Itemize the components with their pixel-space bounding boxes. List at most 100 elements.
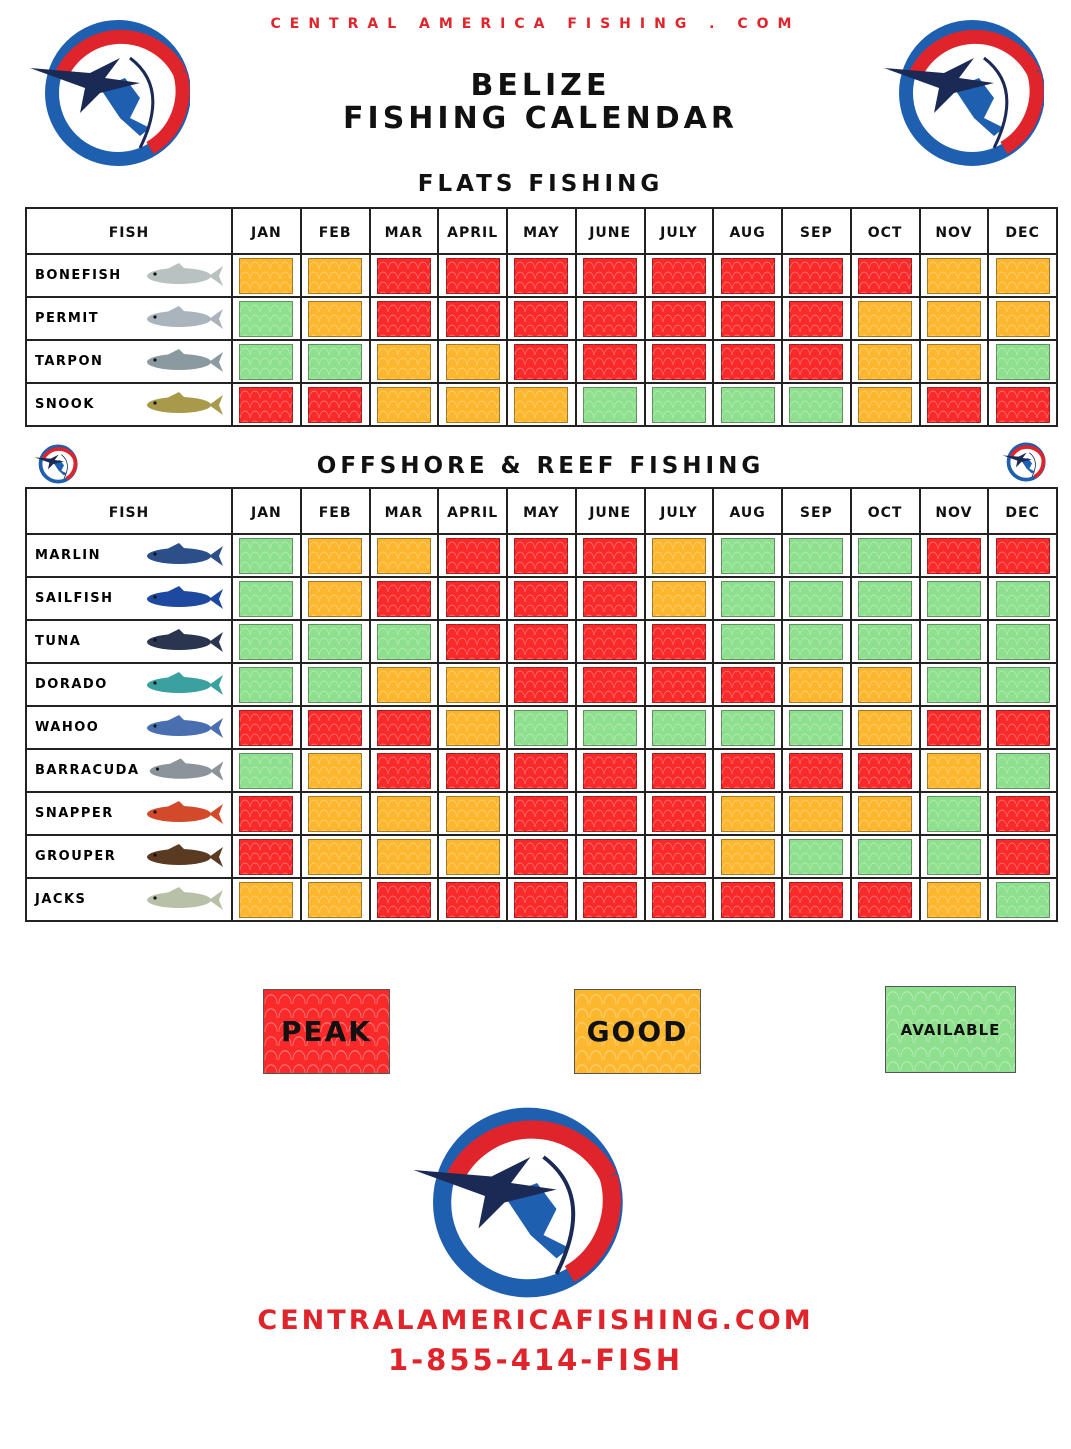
fish-name: JACKS xyxy=(35,892,87,907)
rating-available-swatch xyxy=(789,838,844,875)
rating-peak-swatch xyxy=(995,838,1050,875)
month-header-dec: DEC xyxy=(987,207,1058,255)
rating-cell xyxy=(849,748,921,793)
rating-cell xyxy=(781,576,852,621)
rating-cell xyxy=(712,877,783,922)
month-header-april: APRIL xyxy=(437,207,508,255)
rating-cell xyxy=(987,748,1058,793)
rating-cell xyxy=(781,791,852,836)
fish-row-barracuda: BARRACUDA xyxy=(25,748,1058,793)
rating-cell xyxy=(987,533,1058,578)
rating-cell xyxy=(781,296,852,341)
fish-row-marlin: MARLIN xyxy=(25,533,1058,578)
marlin-map-logo-icon xyxy=(34,444,78,484)
rating-cell xyxy=(987,834,1058,879)
rating-available-swatch xyxy=(583,386,638,423)
fish-name: SNAPPER xyxy=(35,806,114,821)
rating-cell xyxy=(849,705,921,750)
fish-row-tuna: TUNA xyxy=(25,619,1058,664)
rating-peak-swatch xyxy=(445,881,500,918)
rating-peak-swatch xyxy=(720,881,775,918)
rating-cell xyxy=(987,877,1058,922)
logo-bottom xyxy=(405,1105,630,1300)
rating-available-swatch xyxy=(995,666,1050,703)
fish-name: DORADO xyxy=(35,677,108,692)
legend-good: GOOD xyxy=(574,989,701,1074)
month-header-mar: MAR xyxy=(368,487,440,535)
rating-cell xyxy=(368,296,440,341)
rating-available-swatch xyxy=(720,386,775,423)
rating-available-swatch xyxy=(789,537,844,574)
rating-cell xyxy=(918,619,990,664)
rating-available-swatch xyxy=(858,537,913,574)
month-header-jan: JAN xyxy=(231,487,302,535)
fish-column-header: FISH xyxy=(25,207,233,255)
rating-cell xyxy=(574,339,646,384)
rating-cell xyxy=(368,382,440,427)
rating-peak-swatch xyxy=(308,709,363,746)
rating-peak-swatch xyxy=(583,580,638,617)
fish-cell: BARRACUDA xyxy=(25,748,233,793)
rating-peak-swatch xyxy=(651,752,706,789)
rating-available-swatch xyxy=(720,580,775,617)
rating-cell xyxy=(231,705,302,750)
rating-cell xyxy=(987,576,1058,621)
rating-cell xyxy=(437,705,508,750)
rating-cell xyxy=(781,834,852,879)
rating-cell xyxy=(299,533,371,578)
header-row: FISH JAN FEB MAR APRIL MAY JUNE JULY AUG SEP OCT NO… xyxy=(25,487,1058,535)
logo-small-left xyxy=(34,444,78,484)
rating-peak-swatch xyxy=(583,300,638,337)
rating-good-swatch xyxy=(308,752,363,789)
rating-peak-swatch xyxy=(995,386,1050,423)
rating-cell xyxy=(368,791,440,836)
rating-cell xyxy=(299,705,371,750)
rating-good-swatch xyxy=(445,666,500,703)
rating-cell xyxy=(849,834,921,879)
fish-name: BONEFISH xyxy=(35,268,122,283)
rating-peak-swatch xyxy=(583,343,638,380)
rating-cell xyxy=(987,662,1058,707)
fish-row-dorado: DORADO xyxy=(25,662,1058,707)
rating-good-swatch xyxy=(308,881,363,918)
rating-available-swatch xyxy=(995,881,1050,918)
rating-available-swatch xyxy=(651,709,706,746)
rating-cell xyxy=(918,576,990,621)
rating-peak-swatch xyxy=(720,257,775,294)
rating-peak-swatch xyxy=(651,881,706,918)
rating-available-swatch xyxy=(926,580,981,617)
rating-cell xyxy=(918,877,990,922)
rating-peak-swatch xyxy=(445,537,500,574)
rating-peak-swatch xyxy=(376,881,431,918)
rating-available-swatch xyxy=(239,343,294,380)
rating-cell xyxy=(506,576,577,621)
rating-available-swatch xyxy=(720,623,775,660)
rating-peak-swatch xyxy=(514,623,569,660)
month-header-july: JULY xyxy=(643,487,715,535)
rating-peak-swatch xyxy=(583,795,638,832)
rating-cell xyxy=(506,533,577,578)
rating-cell xyxy=(643,576,715,621)
rating-peak-swatch xyxy=(789,300,844,337)
rating-peak-swatch xyxy=(926,386,981,423)
rating-good-swatch xyxy=(926,343,981,380)
rating-cell xyxy=(437,339,508,384)
rating-cell xyxy=(437,576,508,621)
fish-row-tarpon: TARPON xyxy=(25,339,1058,384)
rating-cell xyxy=(299,576,371,621)
rating-good-swatch xyxy=(376,795,431,832)
rating-good-swatch xyxy=(995,300,1050,337)
grouper-icon xyxy=(147,843,223,867)
fish-cell: DORADO xyxy=(25,662,233,707)
rating-good-swatch xyxy=(308,537,363,574)
rating-good-swatch xyxy=(858,709,913,746)
rating-available-swatch xyxy=(720,537,775,574)
fish-name: TUNA xyxy=(35,634,82,649)
rating-peak-swatch xyxy=(651,666,706,703)
rating-good-swatch xyxy=(376,838,431,875)
rating-peak-swatch xyxy=(995,709,1050,746)
rating-peak-swatch xyxy=(583,623,638,660)
rating-peak-swatch xyxy=(514,666,569,703)
rating-available-swatch xyxy=(789,580,844,617)
rating-cell xyxy=(643,253,715,298)
